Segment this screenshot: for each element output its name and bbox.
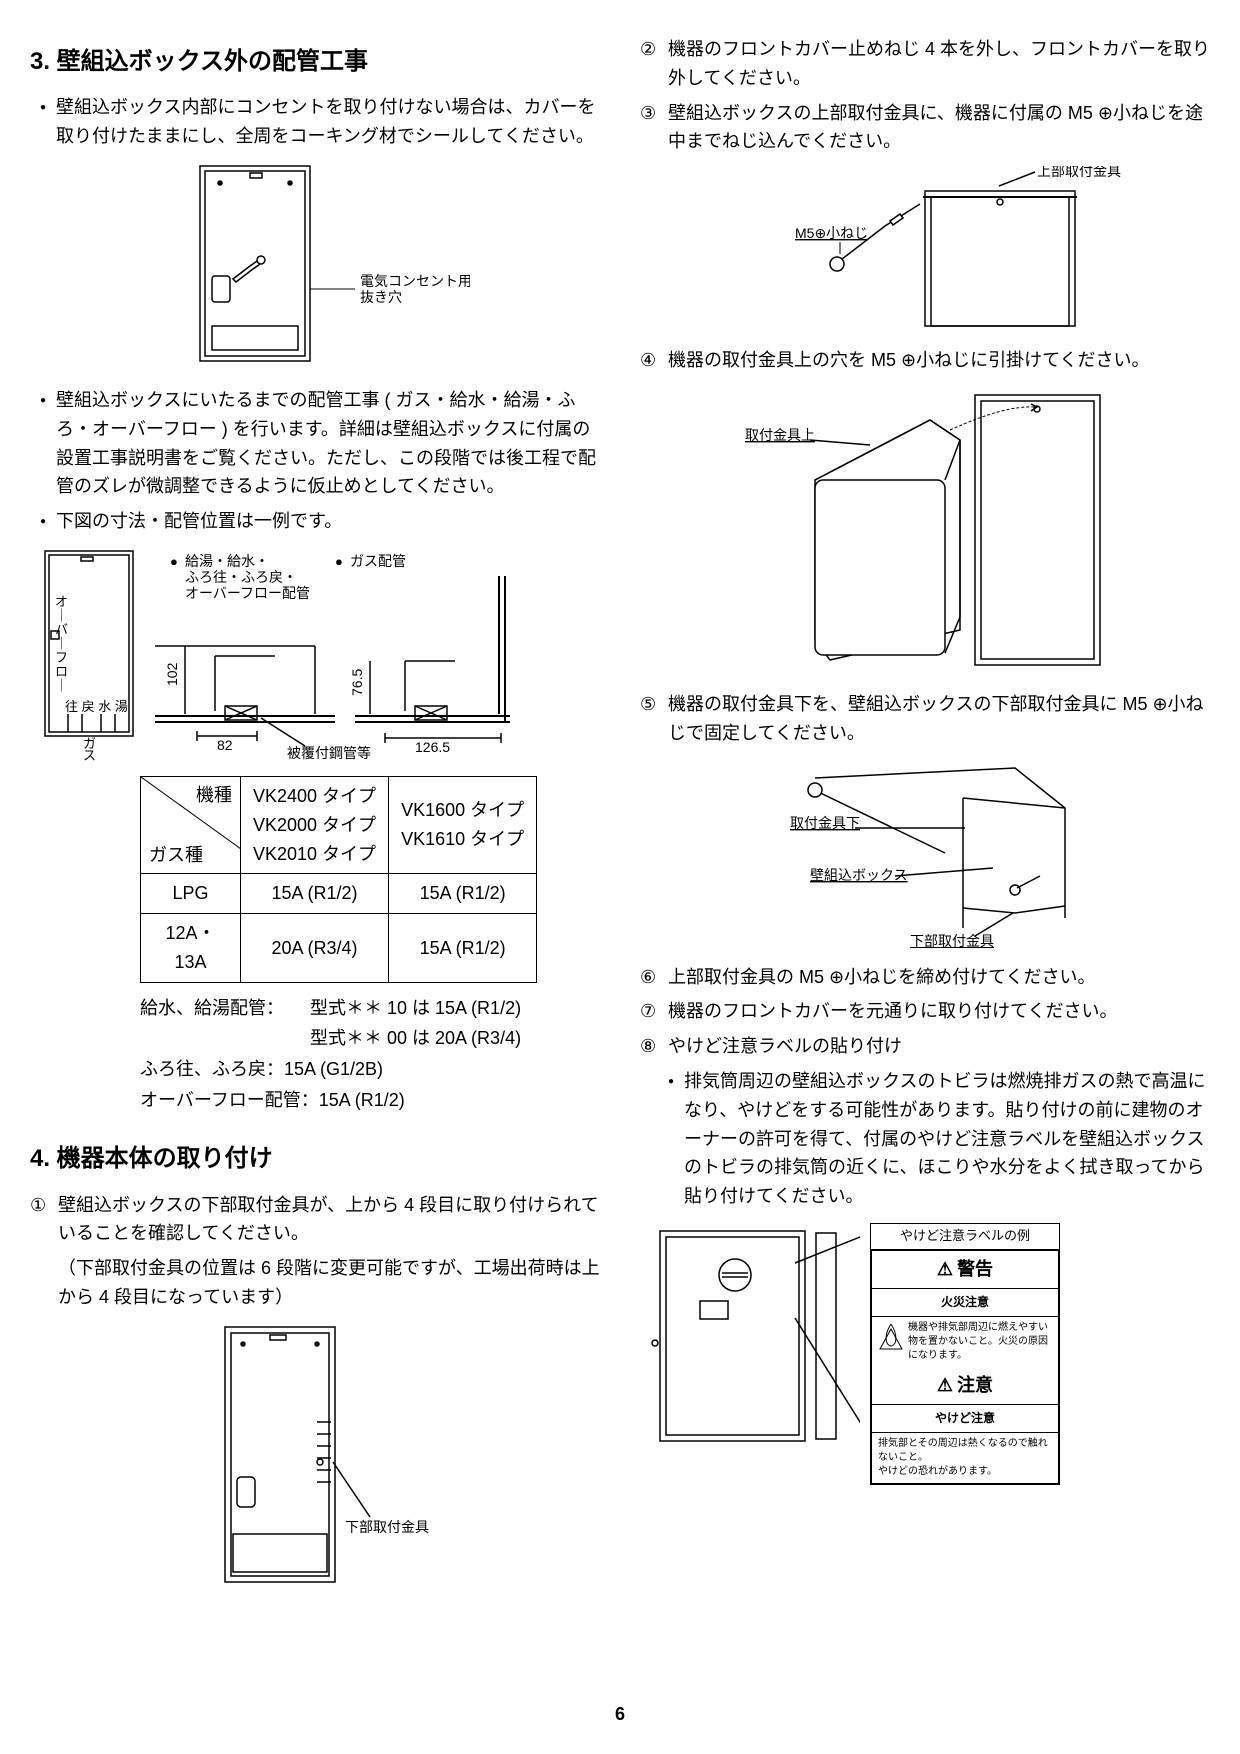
warning-label-sample: ⚠警告 火災注意 機器や排気部周辺に燃えやすい物を置かないこと。火災の原因になり… bbox=[870, 1249, 1060, 1485]
svg-text:●: ● bbox=[170, 554, 178, 569]
note-overflow: オーバーフロー配管：15A (R1/2) bbox=[140, 1085, 600, 1116]
bullet-dot-icon bbox=[40, 507, 56, 536]
bullet-s3-3-text: 下図の寸法・配管位置は一例です。 bbox=[56, 507, 600, 536]
svg-text:ス: ス bbox=[83, 748, 96, 761]
step-4: ④ 機器の取付金具上の穴を M5 ⊕小ねじに引掛けてください。 bbox=[640, 346, 1210, 375]
page-number: 6 bbox=[615, 1700, 625, 1729]
table-col1-header: VK2400 タイプ VK2000 タイプ VK2010 タイプ bbox=[241, 776, 389, 873]
fig6-lower-bracket-label: 下部取付金具 bbox=[910, 933, 994, 948]
circled-1-icon: ① bbox=[30, 1191, 58, 1249]
figure-piping-dimensions: オ｜バ｜フロ｜ 往 戻 水 湯 ガ ス ● 給湯・給水・ ふろ往・ふろ戻・ オー… bbox=[35, 546, 595, 761]
table-lpg-c2: 15A (R1/2) bbox=[389, 874, 537, 914]
bullet-s3-2: 壁組込ボックスにいたるまでの配管工事 ( ガス・給水・給湯・ふろ・オーバーフロー… bbox=[40, 386, 600, 501]
figure-hook-unit: 取付金具上 bbox=[715, 385, 1135, 675]
section-4-title: 4. 機器本体の取り付け bbox=[30, 1140, 600, 1178]
left-column: 3. 壁組込ボックス外の配管工事 壁組込ボックス内部にコンセントを取り付けない場… bbox=[30, 35, 600, 1602]
warning-triangle-icon: ⚠ bbox=[937, 1255, 953, 1284]
pipe-notes: 給水、給湯配管： 型式＊＊ 10 は 15A (R1/2) 型式＊＊ 00 は … bbox=[140, 993, 600, 1115]
fig6-bracket-lower-label: 取付金具下 bbox=[790, 815, 860, 831]
figure-fix-lower: 取付金具下 壁組込ボックス 下部取付金具 bbox=[715, 758, 1135, 948]
step-1-note: （下部取付金具の位置は 6 段階に変更可能ですが、工場出荷時は上から 4 段目に… bbox=[58, 1254, 600, 1312]
svg-text:102: 102 bbox=[164, 662, 180, 686]
table-header-gas: ガス種 bbox=[149, 841, 203, 870]
section-3-title: 3. 壁組込ボックス外の配管工事 bbox=[30, 43, 600, 81]
bullet-dot-icon bbox=[40, 386, 56, 501]
note-supply-key: 給水、給湯配管： bbox=[140, 993, 310, 1024]
step-7: ⑦ 機器のフロントカバーを元通りに取り付けてください。 bbox=[640, 997, 1210, 1026]
fig2-overflow-label: オ｜バ｜フロ｜ bbox=[55, 594, 68, 693]
fig2-ports-label: 往 戻 水 湯 bbox=[65, 699, 128, 714]
fig6-box-label: 壁組込ボックス bbox=[810, 867, 908, 883]
figure-lower-bracket: 下部取付金具 bbox=[185, 1322, 445, 1587]
warn-burn-title: やけど注意 bbox=[872, 1405, 1058, 1433]
note-supply-v2: 型式＊＊ 00 は 20A (R3/4) bbox=[310, 1023, 521, 1054]
circled-6-icon: ⑥ bbox=[640, 963, 668, 992]
note-bath: ふろ往、ふろ戻：15A (G1/2B) bbox=[140, 1054, 600, 1085]
svg-text:82: 82 bbox=[217, 737, 233, 753]
svg-text:126.5: 126.5 bbox=[415, 739, 450, 755]
step-8-bullet-text: 排気筒周辺の壁組込ボックスのトビラは燃焼排ガスの熱で高温になり、やけどをする可能… bbox=[684, 1067, 1210, 1211]
warn-chui: 注意 bbox=[957, 1371, 993, 1400]
table-lpg-c1: 15A (R1/2) bbox=[241, 874, 389, 914]
step-2: ② 機器のフロントカバー止めねじ 4 本を外し、フロントカバーを取り外してくださ… bbox=[640, 35, 1210, 93]
warn-keikoku: 警告 bbox=[957, 1255, 993, 1284]
circled-5-icon: ⑤ bbox=[640, 690, 668, 748]
step-4-text: 機器の取付金具上の穴を M5 ⊕小ねじに引掛けてください。 bbox=[668, 346, 1210, 375]
fig3-bracket-label: 下部取付金具 bbox=[345, 1519, 429, 1535]
step-6-text: 上部取付金具の M5 ⊕小ねじを締め付けてください。 bbox=[668, 963, 1210, 992]
figure-upper-bracket-screw: 上部取付金具 M5⊕小ねじ bbox=[725, 166, 1125, 331]
step-8-text: やけど注意ラベルの貼り付け bbox=[668, 1032, 1210, 1061]
step-5: ⑤ 機器の取付金具下を、壁組込ボックスの下部取付金具に M5 ⊕小ねじで固定して… bbox=[640, 690, 1210, 748]
table-header-model: 機種 bbox=[196, 781, 232, 810]
warn-burn-body: 排気部とその周辺は熱くなるので触れないこと。 やけどの恐れがあります。 bbox=[872, 1433, 1058, 1483]
bullet-s3-2-text: 壁組込ボックスにいたるまでの配管工事 ( ガス・給水・給湯・ふろ・オーバーフロー… bbox=[56, 386, 600, 501]
step-8-bullet: 排気筒周辺の壁組込ボックスのトビラは燃焼排ガスの熱で高温になり、やけどをする可能… bbox=[668, 1067, 1210, 1211]
step-1-text: 壁組込ボックスの下部取付金具が、上から 4 段目に取り付けられていることを確認し… bbox=[58, 1191, 600, 1249]
fig1-outlet-label-2: 抜き穴 bbox=[360, 289, 402, 305]
step-5-text: 機器の取付金具下を、壁組込ボックスの下部取付金具に M5 ⊕小ねじで固定してくだ… bbox=[668, 690, 1210, 748]
flame-icon bbox=[878, 1321, 904, 1363]
gas-spec-table: 機種 ガス種 VK2400 タイプ VK2000 タイプ VK2010 タイプ … bbox=[140, 776, 537, 983]
step-8: ⑧ やけど注意ラベルの貼り付け bbox=[640, 1032, 1210, 1061]
warn-fire-body: 機器や排気部周辺に燃えやすい物を置かないこと。火災の原因になります。 bbox=[908, 1321, 1052, 1363]
fig1-outlet-label-1: 電気コンセント用 bbox=[360, 273, 470, 289]
circled-3-icon: ③ bbox=[640, 99, 668, 157]
table-13a-label: 12A・13A bbox=[141, 914, 241, 983]
circled-8-icon: ⑧ bbox=[640, 1032, 668, 1061]
fig4-screw-label: M5⊕小ねじ bbox=[795, 225, 868, 241]
fig2-cover-label: 被覆付鋼管等 bbox=[287, 745, 371, 761]
table-col2-header: VK1600 タイプ VK1610 タイプ bbox=[389, 776, 537, 873]
fig4-top-bracket-label: 上部取付金具 bbox=[1037, 166, 1121, 179]
warning-triangle-icon: ⚠ bbox=[937, 1371, 953, 1400]
table-13a-c1: 20A (R3/4) bbox=[241, 914, 389, 983]
step-7-text: 機器のフロントカバーを元通りに取り付けてください。 bbox=[668, 997, 1210, 1026]
bullet-dot-icon bbox=[668, 1067, 684, 1211]
bullet-s3-1: 壁組込ボックス内部にコンセントを取り付けない場合は、カバーを取り付けたままにし、… bbox=[40, 93, 600, 151]
figure-box-outlet: 電気コンセント用 抜き穴 bbox=[160, 161, 470, 371]
step-2-text: 機器のフロントカバー止めねじ 4 本を外し、フロントカバーを取り外してください。 bbox=[668, 35, 1210, 93]
svg-text:76.5: 76.5 bbox=[349, 669, 365, 696]
figure-warning-label: やけど注意ラベルの例 ⚠警告 火災注意 機器や排気部周辺に燃えやすい物を置かない… bbox=[640, 1223, 1210, 1485]
table-13a-c2: 15A (R1/2) bbox=[389, 914, 537, 983]
step-3: ③ 壁組込ボックスの上部取付金具に、機器に付属の M5 ⊕小ねじを途中までねじ込… bbox=[640, 99, 1210, 157]
bullet-dot-icon bbox=[40, 93, 56, 151]
warn-fire-title: 火災注意 bbox=[872, 1289, 1058, 1317]
step-1: ① 壁組込ボックスの下部取付金具が、上から 4 段目に取り付けられていることを確… bbox=[30, 1191, 600, 1249]
svg-text:●: ● bbox=[335, 554, 343, 569]
note-supply-v1: 型式＊＊ 10 は 15A (R1/2) bbox=[310, 993, 521, 1024]
bullet-s3-1-text: 壁組込ボックス内部にコンセントを取り付けない場合は、カバーを取り付けたままにし、… bbox=[56, 93, 600, 151]
fig2-pipes-label: 給湯・給水・ ふろ往・ふろ戻・ オーバーフロー配管 bbox=[185, 553, 310, 601]
warn-example-caption: やけど注意ラベルの例 bbox=[870, 1223, 1060, 1249]
step-6: ⑥ 上部取付金具の M5 ⊕小ねじを締め付けてください。 bbox=[640, 963, 1210, 992]
right-column: ② 機器のフロントカバー止めねじ 4 本を外し、フロントカバーを取り外してくださ… bbox=[640, 35, 1210, 1602]
table-lpg-label: LPG bbox=[141, 874, 241, 914]
fig2-gas-label: ガス配管 bbox=[350, 553, 406, 569]
circled-7-icon: ⑦ bbox=[640, 997, 668, 1026]
bullet-s3-3: 下図の寸法・配管位置は一例です。 bbox=[40, 507, 600, 536]
fig5-bracket-top-label: 取付金具上 bbox=[745, 427, 815, 443]
step-3-text: 壁組込ボックスの上部取付金具に、機器に付属の M5 ⊕小ねじを途中までねじ込んで… bbox=[668, 99, 1210, 157]
circled-2-icon: ② bbox=[640, 35, 668, 93]
circled-4-icon: ④ bbox=[640, 346, 668, 375]
